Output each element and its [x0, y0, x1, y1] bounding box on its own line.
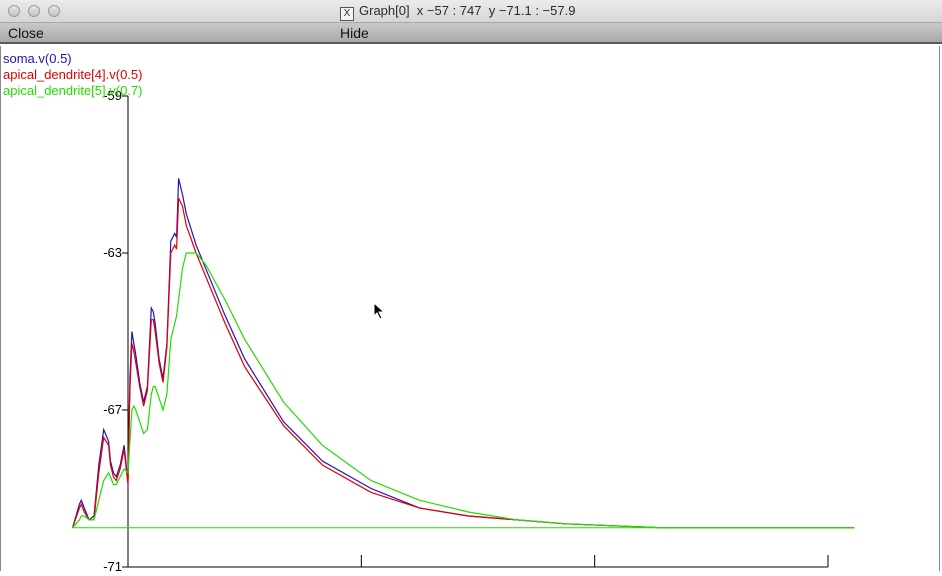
chart-svg[interactable]: -59 -63 -67 -71 [1, 46, 941, 574]
mouse-cursor-icon [373, 302, 386, 320]
x11-icon: X [340, 7, 354, 21]
y-tick-label: -67 [103, 402, 122, 417]
series-line-3 [72, 252, 855, 529]
series-line-1 [72, 178, 855, 529]
close-window-dot-icon[interactable] [8, 5, 20, 17]
legend-item: apical_dendrite[4].v(0.5) [3, 67, 143, 82]
graph-canvas[interactable]: -59 -63 -67 -71 soma.v(0.5) apical_dendrite[… [0, 46, 941, 574]
y-tick-label: -63 [103, 245, 122, 260]
close-button[interactable]: Close [8, 25, 44, 41]
zoom-window-dot-icon[interactable] [48, 5, 60, 17]
window-titlebar: X Graph[0] x −57 : 747 y −71.1 : −57.9 [0, 0, 942, 23]
y-tick-label: -59 [103, 88, 122, 103]
series-line-2 [72, 197, 855, 529]
legend-item: soma.v(0.5) [3, 51, 72, 66]
hide-button[interactable]: Hide [340, 25, 369, 41]
graph-menubar: Close Hide [0, 23, 942, 44]
minimize-window-dot-icon[interactable] [28, 5, 40, 17]
legend-item: apical_dendrite[5].v(0.7) [3, 83, 143, 98]
window-title: X Graph[0] x −57 : 747 y −71.1 : −57.9 [340, 3, 575, 21]
window-title-text: Graph[0] x −57 : 747 y −71.1 : −57.9 [359, 3, 576, 18]
y-tick-label: -71 [103, 559, 122, 571]
